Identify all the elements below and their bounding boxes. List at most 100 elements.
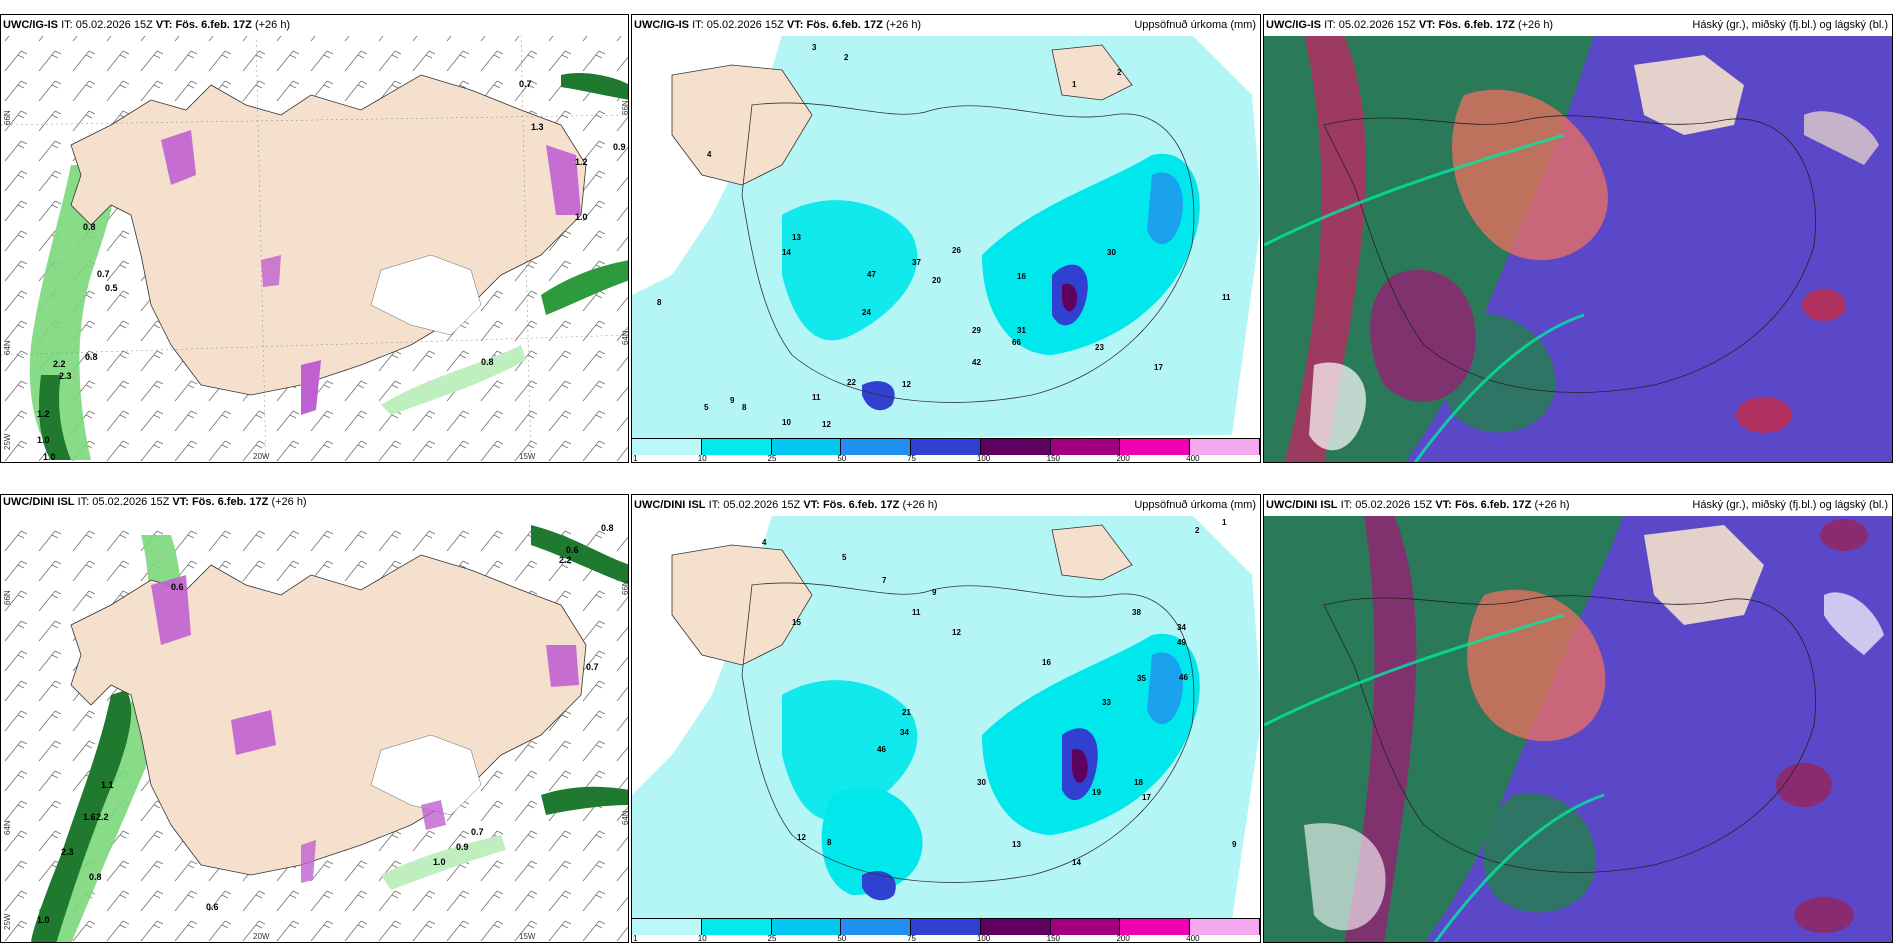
valid-time: Fös. 6.feb. 17Z <box>191 496 269 508</box>
colorbar-tick-label: 25 <box>767 454 777 463</box>
value-label: 0.8 <box>83 222 96 232</box>
value-label: 17 <box>1154 363 1163 372</box>
value-label: 23 <box>1095 343 1104 352</box>
lead-time: (+26 h) <box>271 496 307 508</box>
colorbar-tick-label: 200 <box>1116 934 1130 943</box>
lat-label: 25W <box>3 433 12 450</box>
lead-time: (+26 h) <box>885 19 922 31</box>
colorbar-swatch <box>632 919 702 935</box>
init-time: 05.02.2026 15Z <box>92 496 170 508</box>
value-label: 17 <box>1142 793 1151 802</box>
colorbar-swatch <box>1190 439 1260 455</box>
value-label: 1.0 <box>43 452 56 462</box>
value-label: 12 <box>797 833 806 842</box>
value-label: 1.3 <box>531 122 544 132</box>
colorbar-swatch <box>1190 919 1260 935</box>
value-label: 20 <box>932 276 941 285</box>
value-label: 2 <box>1117 68 1122 77</box>
vt-label: VT: <box>803 499 820 511</box>
it-label: IT: <box>77 496 90 508</box>
lat-label: 64N <box>3 820 12 835</box>
panel-ig-is-wind: UWC/IG-IS IT: 05.02.2026 15Z VT: Fös. 6.… <box>0 14 629 463</box>
value-label: 0.7 <box>586 662 599 672</box>
value-label: 12 <box>902 380 911 389</box>
value-label: 1.0 <box>433 857 446 867</box>
value-label: 26 <box>952 246 961 255</box>
value-label: 1.0 <box>37 915 50 925</box>
panel-header: UWC/IG-IS IT: 05.02.2026 15Z VT: Fös. 6.… <box>632 15 1260 36</box>
panel-header: UWC/DINI ISL IT: 05.02.2026 15Z VT: Fös.… <box>1264 495 1892 516</box>
vt-label: VT: <box>155 19 173 31</box>
vt-label: VT: <box>1435 499 1452 511</box>
it-label: IT: <box>708 499 721 511</box>
value-label: 9 <box>1232 840 1237 849</box>
value-label: 14 <box>1072 858 1081 867</box>
panel-header: UWC/DINI ISL IT: 05.02.2026 15Z VT: Fös.… <box>632 495 1260 516</box>
value-label: 1 <box>1072 80 1077 89</box>
value-label: 2.2 <box>53 359 66 369</box>
lead-time: (+26 h) <box>1517 19 1554 31</box>
panel-header: UWC/IG-IS IT: 05.02.2026 15Z VT: Fös. 6.… <box>1264 15 1892 36</box>
value-label: 13 <box>792 233 801 242</box>
colorbar-swatch <box>1120 439 1191 455</box>
value-label: 8 <box>657 298 662 307</box>
value-label: 29 <box>972 326 981 335</box>
model-name: UWC/DINI ISL <box>634 499 706 511</box>
field-title: Háský (gr.), miðský (fj.bl.) og lágský (… <box>1692 499 1888 511</box>
lead-time: (+26 h) <box>1534 499 1570 511</box>
value-label: 38 <box>1132 608 1141 617</box>
value-label: 1.6 <box>83 812 96 822</box>
colorbar-tick-label: 25 <box>767 934 777 943</box>
it-label: IT: <box>1324 19 1336 31</box>
init-time: 05.02.2026 15Z <box>723 499 801 511</box>
lead-time: (+26 h) <box>902 499 938 511</box>
value-label: 13 <box>1012 840 1021 849</box>
colorbar-tick-label: 50 <box>837 934 847 943</box>
vt-label: VT: <box>786 19 804 31</box>
model-name: UWC/IG-IS <box>634 19 689 31</box>
colorbar-tick-label: 10 <box>697 454 707 463</box>
value-label: 35 <box>1137 674 1146 683</box>
value-label: 12 <box>952 628 961 637</box>
value-label: 0.6 <box>566 545 579 555</box>
value-label: 0.6 <box>171 582 184 592</box>
value-label: 46 <box>1179 673 1188 682</box>
it-label: IT: <box>61 19 73 31</box>
lead-time: (+26 h) <box>254 19 291 31</box>
value-label: 11 <box>912 608 921 617</box>
value-label: 2.2 <box>96 812 109 822</box>
value-label: 8 <box>742 403 747 412</box>
colorbar-swatch <box>911 919 981 935</box>
value-label: 33 <box>1102 698 1111 707</box>
colorbar-swatch <box>980 439 1051 455</box>
colorbar-tick-label: 10 <box>697 934 707 943</box>
valid-time: Fös. 6.feb. 17Z <box>1454 499 1532 511</box>
precip-colorbar: 1 10 25 50 75 100 150 200 400 <box>632 438 1260 462</box>
model-name: UWC/IG-IS <box>3 19 58 31</box>
value-label: 5 <box>842 553 847 562</box>
init-time: 05.02.2026 15Z <box>75 19 153 31</box>
value-label: 16 <box>1042 658 1051 667</box>
value-label: 4 <box>762 538 767 547</box>
value-label: 10 <box>782 418 791 427</box>
value-label: 2.2 <box>559 555 572 565</box>
colorbar-tick-label: 1 <box>633 934 638 943</box>
colorbar-tick-label: 400 <box>1186 454 1200 463</box>
it-label: IT: <box>692 19 704 31</box>
colorbar-tick-label: 400 <box>1186 934 1200 943</box>
value-label: 1 <box>1222 518 1227 527</box>
value-label: 0.7 <box>97 269 110 279</box>
value-label: 0.8 <box>85 352 98 362</box>
value-label: 1.2 <box>575 157 588 167</box>
value-label: 31 <box>1017 326 1026 335</box>
valid-time: Fös. 6.feb. 17Z <box>806 19 883 31</box>
value-label: 0.8 <box>601 523 614 533</box>
colorbar-tick-label: 200 <box>1116 454 1130 463</box>
vt-label: VT: <box>172 496 189 508</box>
init-time: 05.02.2026 15Z <box>706 19 784 31</box>
colorbar-tick-label: 150 <box>1046 934 1061 943</box>
colorbar-swatch <box>911 439 981 455</box>
value-label: 12 <box>822 420 831 429</box>
lat-label: 66N <box>3 110 12 125</box>
colorbar-swatch <box>841 439 912 455</box>
